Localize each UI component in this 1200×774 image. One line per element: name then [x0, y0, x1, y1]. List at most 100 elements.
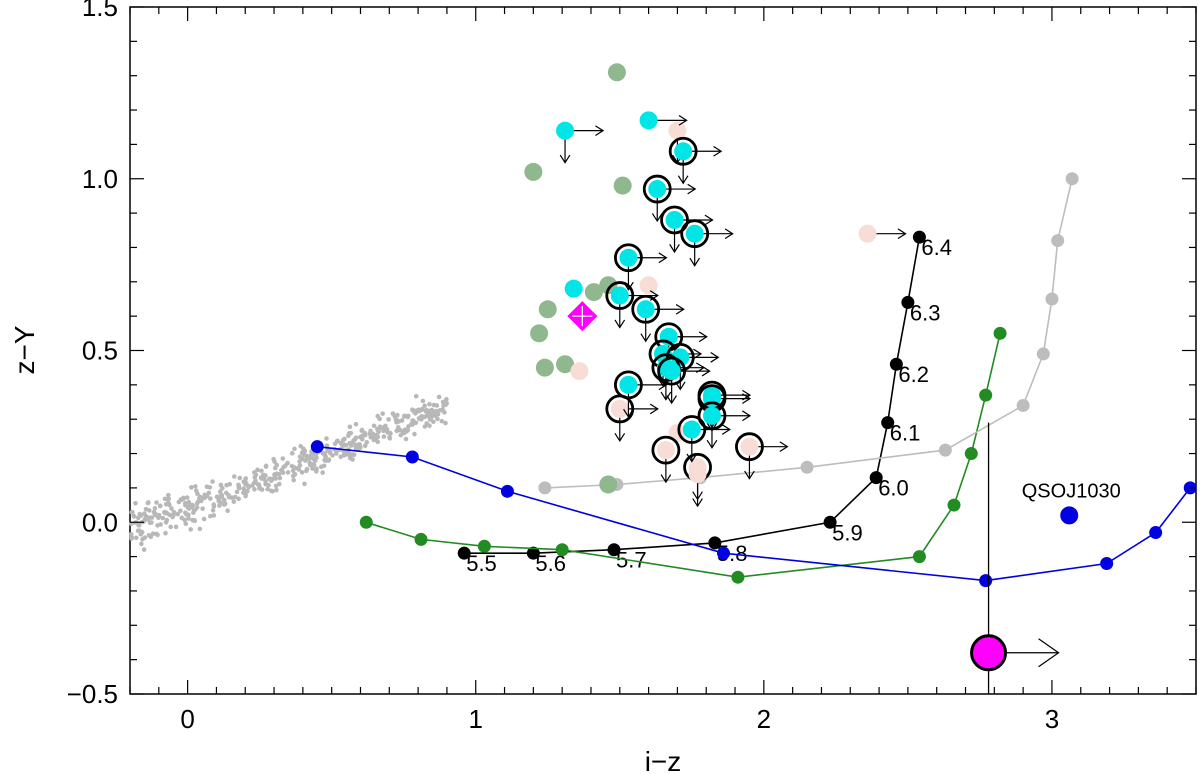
star-point — [362, 443, 368, 448]
star-point — [163, 520, 169, 525]
cyan-candidate-limit-arrow-right-head — [724, 228, 734, 240]
star-point — [393, 417, 399, 423]
cyan-candidate-point — [564, 279, 583, 298]
star-point — [320, 470, 325, 475]
cyan-candidate-ring — [614, 243, 643, 273]
star-point — [364, 439, 370, 445]
cyan-candidate-point — [636, 300, 655, 319]
star-point — [166, 496, 172, 502]
star-point — [270, 488, 275, 494]
cyan-candidate-limit-arrow-down-head — [686, 453, 698, 463]
star-point — [146, 515, 152, 521]
star-point — [347, 424, 353, 430]
star-point — [427, 401, 432, 407]
star-point — [437, 407, 443, 413]
star-point — [380, 411, 385, 416]
star-point — [149, 520, 154, 525]
cyan-candidate-ring — [677, 415, 707, 444]
star-point — [280, 456, 286, 461]
black-track-node — [457, 546, 471, 560]
cyan-candidate-ring — [614, 370, 643, 400]
green-track-node — [993, 326, 1007, 340]
cyan-candidate-ring — [660, 205, 689, 235]
cyan-candidate-ring — [642, 174, 672, 204]
gray-track-node — [1065, 172, 1079, 186]
star-point — [135, 528, 141, 534]
cyan-candidate-point — [648, 180, 667, 199]
star-point — [268, 478, 274, 484]
blue-track-node — [310, 440, 324, 454]
cyan-candidate-limit-arrow-right-head — [658, 379, 668, 391]
star-point — [225, 508, 230, 514]
pink-candidate-point — [858, 224, 877, 243]
cyan-candidate-point — [671, 348, 690, 367]
star-point — [265, 486, 270, 492]
star-point — [166, 492, 171, 498]
star-point — [146, 508, 152, 513]
black-track-node — [526, 546, 540, 560]
star-point — [226, 492, 231, 498]
cyan-candidate-limit-arrow-down-head — [669, 244, 680, 254]
cyan-candidate-ring — [605, 281, 635, 310]
black-track-node — [912, 230, 926, 244]
cyan-candidate-limit-arrow-right-head — [742, 393, 752, 404]
star-point — [245, 483, 251, 489]
star-point — [413, 420, 419, 426]
cyan-candidate-point — [685, 224, 704, 243]
x-tick-label: 2 — [757, 704, 771, 734]
star-point — [385, 430, 390, 435]
model-tracks: 5.5 5.6 5.7 5.85.96.06.16.26.36.4 — [310, 172, 1197, 588]
star-point — [186, 516, 191, 521]
star-point — [183, 521, 189, 526]
star-point — [201, 516, 207, 522]
pink-candidate-point — [656, 441, 675, 460]
star-point — [210, 508, 216, 513]
star-point — [434, 403, 440, 408]
cyan-candidate-limit-arrow-right-head — [678, 115, 688, 126]
star-point — [173, 524, 179, 530]
green-candidate-point — [584, 283, 603, 302]
star-point — [274, 471, 280, 477]
star-point — [281, 464, 286, 470]
star-point — [252, 487, 257, 492]
cyan-candidate-point — [682, 420, 701, 439]
star-point — [353, 444, 358, 449]
cyan-candidate-limit-arrow-down-head — [623, 408, 634, 418]
star-point — [406, 424, 411, 429]
star-point — [291, 464, 297, 470]
pink-candidate-point — [668, 121, 687, 140]
star-point — [155, 532, 160, 538]
star-point — [131, 513, 137, 519]
cyan-candidate-point — [674, 142, 693, 161]
star-point — [234, 489, 240, 495]
star-point — [412, 431, 417, 437]
pink-candidate-point — [688, 465, 707, 484]
star-point — [374, 432, 380, 438]
blue-track-node — [1149, 526, 1163, 540]
cyan-candidate-limit-arrow-down-head — [677, 175, 689, 185]
green-candidate-point — [530, 324, 549, 343]
star-point — [202, 495, 207, 501]
black-track-node — [901, 295, 915, 309]
star-point — [128, 532, 134, 537]
pink-candidate-ring — [735, 432, 764, 462]
black-track-node — [708, 536, 722, 550]
green-track-node — [979, 388, 993, 402]
star-point — [420, 414, 425, 420]
star-point — [138, 531, 144, 537]
star-point — [178, 508, 183, 514]
pink-candidate-point — [610, 399, 629, 418]
black-track-node — [881, 416, 895, 430]
cyan-candidate-limit-arrow-down-head — [651, 213, 663, 223]
star-point — [155, 523, 160, 528]
star-point — [160, 515, 166, 521]
star-point — [442, 410, 447, 415]
star-point — [289, 451, 295, 456]
star-point — [182, 517, 187, 523]
candidate-points — [524, 63, 907, 508]
star-point — [338, 440, 344, 446]
green-candidate-point — [599, 475, 618, 494]
field-stars — [128, 393, 450, 552]
star-point — [198, 498, 204, 504]
star-point — [444, 400, 450, 406]
